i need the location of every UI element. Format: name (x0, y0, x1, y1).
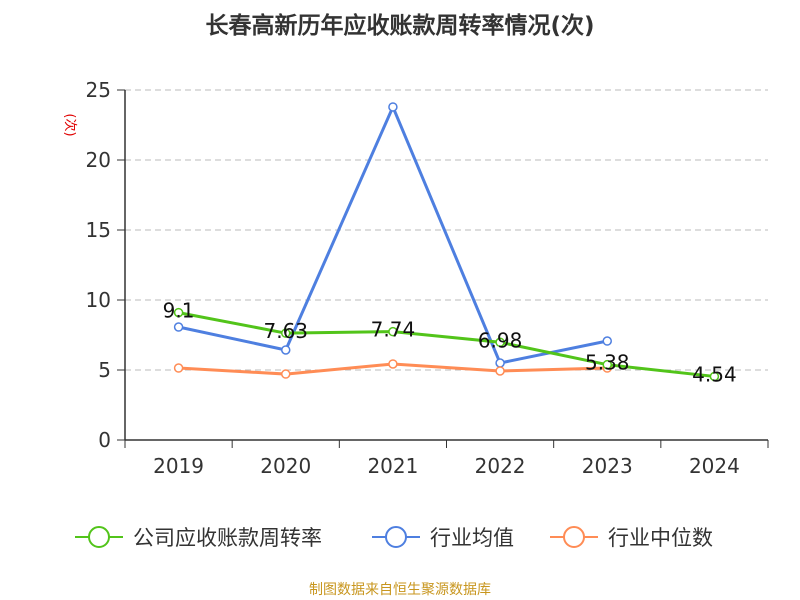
data-label: 9.1 (163, 299, 195, 323)
data-label: 4.54 (692, 362, 737, 386)
y-tick-label: 25 (86, 78, 111, 102)
legend-marker[interactable] (88, 526, 110, 548)
data-point[interactable] (495, 358, 505, 368)
chart-title: 长春高新历年应收账款周转率情况(次) (205, 12, 594, 39)
data-label: 7.63 (263, 319, 308, 343)
data-point[interactable] (173, 322, 184, 332)
data-point[interactable] (281, 369, 291, 379)
data-point[interactable] (281, 345, 291, 355)
data-point[interactable] (602, 359, 612, 370)
source-note: 制图数据来自恒生聚源数据库 (309, 582, 491, 598)
y-tick-label: 20 (86, 148, 111, 172)
series-line (178, 311, 715, 378)
data-point[interactable] (602, 336, 612, 346)
data-label: 5.38 (585, 351, 630, 375)
x-tick-label: 2022 (475, 454, 526, 478)
data-point[interactable] (709, 371, 720, 382)
legend-label[interactable]: 行业均值 (430, 526, 514, 550)
data-point[interactable] (173, 363, 184, 373)
data-point[interactable] (388, 326, 398, 337)
x-tick-label: 2023 (582, 454, 633, 478)
x-tick-label: 2020 (260, 454, 311, 478)
data-point[interactable] (495, 337, 505, 348)
legend-marker[interactable] (563, 526, 585, 548)
legend-label[interactable]: 公司应收账款周转率 (133, 526, 322, 550)
data-label: 6.98 (478, 328, 523, 352)
y-tick-label: 5 (98, 358, 111, 382)
data-label: 7.74 (371, 318, 416, 342)
data-point[interactable] (281, 328, 291, 338)
x-tick-label: 2021 (367, 454, 418, 478)
data-point[interactable] (388, 359, 398, 369)
data-point[interactable] (495, 366, 505, 376)
y-tick-label: 10 (86, 288, 111, 312)
x-tick-label: 2024 (689, 454, 740, 478)
legend-label[interactable]: 行业中位数 (608, 526, 713, 550)
data-point[interactable] (173, 307, 184, 318)
data-point[interactable] (388, 102, 398, 112)
y-tick-label: 15 (86, 218, 111, 242)
x-tick-label: 2019 (153, 454, 204, 478)
y-axis-label: (次) (62, 113, 78, 136)
y-tick-label: 0 (98, 428, 111, 452)
legend-marker[interactable] (385, 526, 407, 548)
